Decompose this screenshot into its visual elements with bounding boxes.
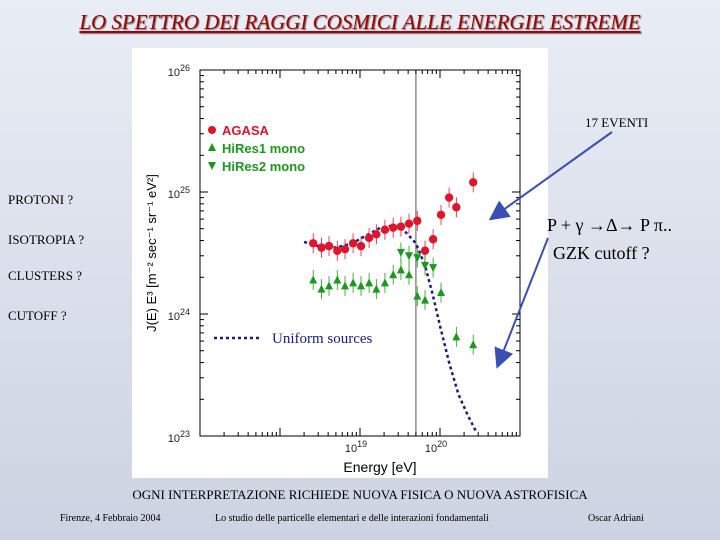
label-isotropia: ISOTROPIA ?	[8, 232, 85, 247]
legend-label: AGASA	[222, 123, 270, 138]
hires1-point	[452, 332, 461, 341]
label-clusters: CLUSTERS ?	[8, 268, 83, 283]
legend-hires1-marker	[208, 143, 216, 151]
agasa-point	[413, 216, 422, 226]
arrow-to-high-energy-events	[488, 131, 613, 221]
hires1-point	[365, 278, 374, 287]
hires2-point	[429, 264, 438, 273]
agasa-point	[324, 241, 334, 251]
spectrum-chart: 1019 1020 1023 1024 1025 1026 Energy [eV] J(E) …	[132, 48, 548, 478]
agasa-point	[348, 239, 358, 248]
hires1-point	[389, 270, 398, 279]
agasa-point	[436, 210, 446, 220]
legend-label: HiRes1 mono	[222, 141, 305, 156]
footer-center: Lo studio delle particelle elementari e …	[215, 513, 489, 524]
hires2-point	[396, 248, 405, 257]
hires2-point	[421, 261, 430, 270]
y-tick-label: 1025	[168, 185, 190, 201]
uniform-sources-curve	[303, 224, 477, 432]
agasa-point	[340, 244, 350, 254]
hires1-point	[349, 278, 358, 287]
chart-background	[132, 48, 548, 478]
agasa-point	[444, 193, 454, 202]
y-axis-label: J(E) E³ [m⁻² sec⁻¹ sr⁻¹ eV²]	[144, 174, 159, 332]
eventi-label: 17 EVENTI	[585, 115, 649, 130]
legend-label: HiRes2 mono	[222, 159, 305, 174]
agasa-point	[396, 222, 406, 231]
agasa-point	[420, 246, 430, 255]
label-protoni: PROTONI ?	[8, 192, 74, 207]
agasa-point	[404, 219, 414, 228]
hires1-point	[437, 288, 446, 297]
agasa-point	[388, 223, 398, 232]
agasa-point	[364, 233, 374, 243]
hires2-point	[413, 254, 422, 263]
hires1-point	[469, 340, 478, 349]
agasa-point	[468, 178, 478, 187]
x-tick-label: 1020	[425, 439, 447, 455]
hires1-point	[333, 275, 342, 284]
agasa-point	[372, 230, 381, 239]
footer-left: Firenze, 4 Febbraio 2004	[60, 513, 161, 524]
label-cutoff: CUTOFF ?	[8, 308, 67, 323]
agasa-point	[452, 203, 461, 212]
hires1-point	[405, 270, 414, 279]
hires1-point	[317, 284, 326, 293]
hires1-point	[380, 278, 389, 287]
hires1-point	[325, 281, 334, 290]
agasa-point	[317, 243, 326, 252]
y-tick-label: 1023	[168, 429, 190, 445]
hires2-point	[405, 252, 414, 261]
y-tick-label: 1026	[168, 63, 190, 79]
hires1-point	[413, 291, 422, 300]
agasa-point	[428, 235, 438, 244]
hires1-point	[309, 275, 318, 284]
agasa-point	[333, 246, 342, 255]
y-tick-label: 1024	[168, 307, 190, 323]
agasa-point	[380, 225, 390, 234]
gzk-reaction: P + γ →Δ→ P π..	[547, 215, 672, 235]
arrow-to-cutoff-region	[494, 237, 549, 369]
legend-uniform-label: Uniform sources	[272, 331, 373, 347]
footer-right: Oscar Adriani	[588, 513, 644, 524]
slide-title: LO SPETTRO DEI RAGGI COSMICI ALLE ENERGI…	[79, 10, 641, 34]
hires1-point	[372, 284, 381, 293]
legend-hires2-marker	[208, 162, 216, 170]
hires1-point	[396, 265, 405, 274]
hires1-point	[357, 281, 366, 290]
agasa-point	[356, 241, 366, 251]
x-axis-label: Energy [eV]	[343, 459, 416, 475]
agasa-point	[308, 239, 318, 248]
bottom-note: OGNI INTERPRETAZIONE RICHIEDE NUOVA FISI…	[132, 487, 588, 502]
x-tick-label: 1019	[345, 439, 367, 455]
hires1-point	[341, 281, 350, 290]
hires1-point	[421, 295, 430, 304]
gzk-cutoff-question: GZK cutoff ?	[553, 243, 650, 263]
legend-agasa-marker	[208, 126, 216, 134]
